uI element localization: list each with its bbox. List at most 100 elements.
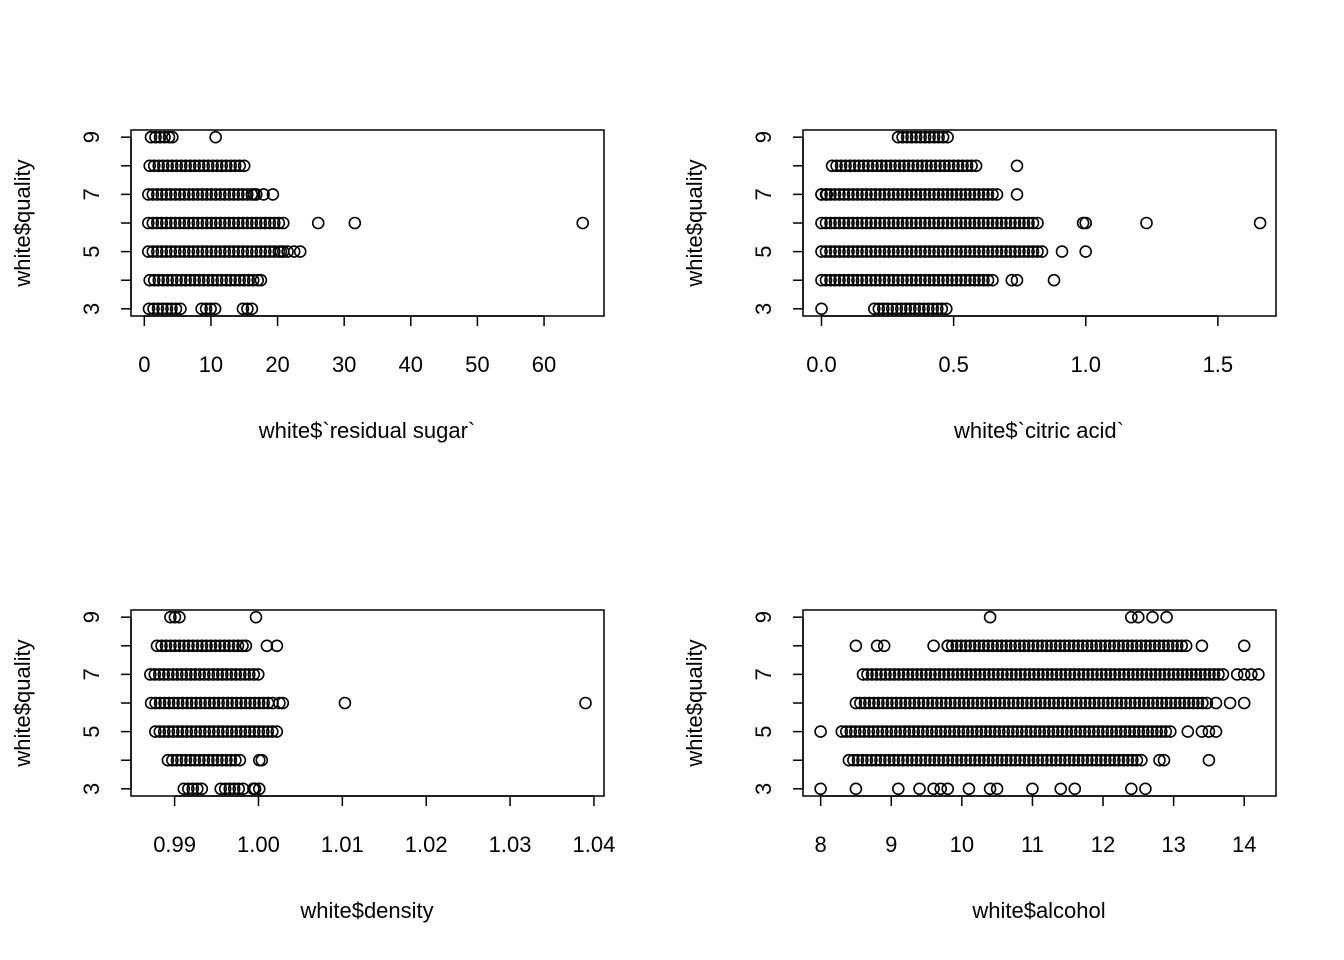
- data-point: [209, 216, 223, 230]
- data-point: [852, 159, 866, 173]
- data-point: [187, 188, 200, 201]
- data-point: [975, 696, 989, 710]
- data-point: [1017, 245, 1031, 258]
- data-point: [206, 273, 219, 287]
- data-point: [266, 188, 280, 201]
- data-point: [155, 639, 168, 653]
- data-point: [1081, 753, 1094, 767]
- y-axis-label: white$quality: [10, 639, 35, 767]
- data-point: [179, 273, 192, 287]
- data-point: [225, 725, 239, 738]
- data-point: [232, 188, 245, 201]
- data-point: [950, 216, 963, 230]
- data-point: [1007, 696, 1020, 710]
- data-point: [977, 245, 990, 258]
- data-point: [883, 753, 896, 767]
- data-point: [192, 159, 206, 173]
- data-point: [1196, 696, 1209, 710]
- data-point: [169, 188, 182, 201]
- data-point: [1032, 668, 1045, 681]
- data-point: [983, 610, 997, 624]
- data-point: [1128, 725, 1141, 738]
- data-point: [814, 725, 827, 738]
- data-point: [948, 696, 962, 710]
- data-point: [218, 188, 232, 201]
- data-point: [990, 245, 1004, 258]
- data-point: [929, 725, 943, 738]
- data-point: [906, 159, 920, 173]
- data-point: [885, 302, 899, 316]
- data-point: [905, 130, 918, 144]
- x-tick-label: 1.0: [1070, 352, 1101, 377]
- data-point: [188, 159, 201, 173]
- data-point: [1134, 639, 1148, 653]
- data-point: [884, 159, 897, 173]
- data-point: [977, 216, 990, 230]
- data-point: [900, 188, 914, 201]
- data-point: [174, 273, 188, 287]
- data-point: [236, 245, 250, 258]
- data-point: [162, 668, 175, 681]
- data-point: [1108, 753, 1121, 767]
- data-point: [1078, 725, 1092, 738]
- data-point: [1203, 668, 1216, 681]
- data-point: [207, 668, 220, 681]
- data-point: [1000, 753, 1013, 767]
- y-tick-label: 3: [79, 303, 104, 315]
- data-point: [960, 159, 974, 173]
- data-point: [1166, 639, 1179, 653]
- data-point: [915, 159, 929, 173]
- data-point: [992, 725, 1006, 738]
- data-point: [1005, 668, 1018, 681]
- data-point: [896, 273, 909, 287]
- data-point: [222, 639, 236, 653]
- x-axis-label: white$`citric acid`: [953, 418, 1124, 443]
- data-point: [828, 188, 842, 201]
- y-tick-label: 3: [79, 783, 104, 795]
- data-point: [182, 782, 195, 796]
- data-point: [1142, 696, 1155, 710]
- data-point: [276, 216, 290, 230]
- data-point: [991, 668, 1005, 681]
- data-point: [210, 159, 224, 173]
- data-point: [898, 725, 912, 738]
- x-tick-label: 12: [1091, 832, 1115, 857]
- data-point: [1081, 668, 1095, 681]
- data-point: [1010, 159, 1024, 173]
- data-point: [941, 130, 954, 144]
- data-point: [241, 245, 254, 258]
- data-point: [905, 216, 918, 230]
- data-point: [847, 753, 860, 767]
- data-point: [877, 639, 891, 653]
- data-point: [1107, 639, 1121, 653]
- data-point: [969, 159, 983, 173]
- data-point: [1131, 668, 1144, 681]
- data-point: [1135, 753, 1148, 767]
- data-point: [213, 639, 227, 653]
- x-tick-label: 30: [332, 352, 356, 377]
- data-point: [1103, 753, 1117, 767]
- x-tick-label: 14: [1232, 832, 1256, 857]
- data-point: [971, 696, 984, 710]
- data-point: [1095, 668, 1108, 681]
- data-point: [1010, 188, 1024, 201]
- data-point: [876, 302, 890, 316]
- x-tick-label: 8: [815, 832, 827, 857]
- data-point: [1124, 696, 1137, 710]
- data-point: [1173, 696, 1187, 710]
- data-point: [212, 725, 225, 738]
- x-tick-label: 10: [950, 832, 974, 857]
- data-point: [168, 639, 182, 653]
- data-point: [227, 216, 241, 230]
- data-point: [1125, 639, 1139, 653]
- data-point: [978, 668, 991, 681]
- data-point: [837, 188, 851, 201]
- data-point: [1014, 668, 1027, 681]
- data-point: [927, 245, 941, 258]
- data-point: [1067, 639, 1080, 653]
- data-point: [224, 753, 238, 767]
- data-point: [200, 639, 213, 653]
- y-tick-label: 3: [751, 303, 776, 315]
- data-point: [191, 639, 204, 653]
- y-tick-label: 3: [751, 783, 776, 795]
